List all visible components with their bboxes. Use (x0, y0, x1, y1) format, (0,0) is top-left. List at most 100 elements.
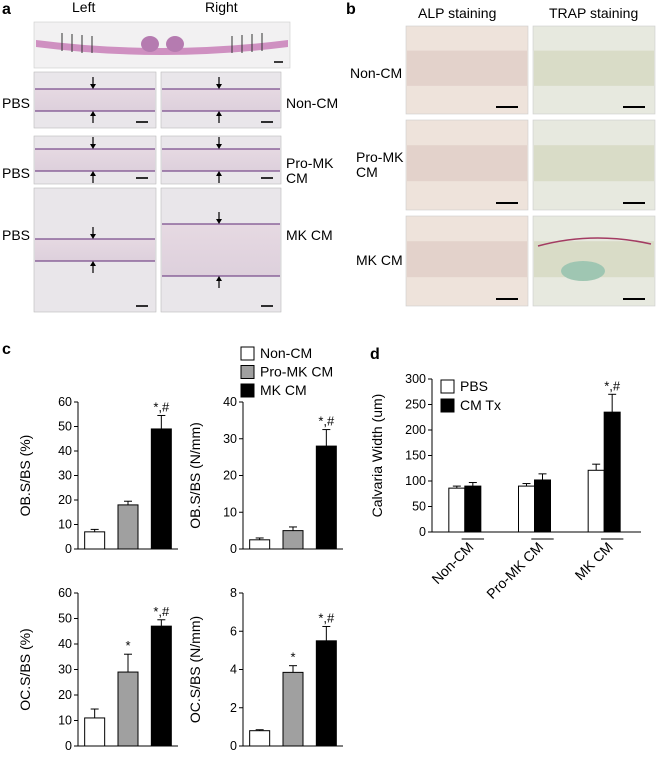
y-tick-label: 200 (405, 423, 426, 437)
y-tick-label: 10 (223, 505, 237, 519)
y-tick-label: 20 (58, 688, 72, 702)
bar-mk-cm (150, 428, 172, 550)
panel-a-letter: a (2, 1, 11, 18)
tissue-image-b-r2-alp (405, 119, 529, 211)
legend-d-swatch-1 (440, 398, 455, 413)
legend-d-swatch-0 (440, 379, 455, 394)
bar-mk-cm-cm-tx (603, 411, 621, 533)
chart-calvaria-width: 0 50 100 150 200 250 300 Calvaria Width (um) Non… (369, 372, 641, 602)
y-tick-label: 50 (58, 612, 72, 626)
y-tick-label: 30 (58, 469, 72, 483)
y-tick-label: 50 (412, 500, 426, 514)
bar-mk-cm-pbs (587, 469, 605, 533)
panel-a-row2-left-label: PBS (2, 165, 30, 181)
y-tick-label: 60 (58, 395, 72, 409)
bar-non-cm-cm-tx (464, 485, 482, 533)
y-tick-label: 40 (223, 395, 237, 409)
legend-c-swatch-2 (240, 383, 255, 398)
tissue-image-b-r1-alp (405, 25, 529, 115)
chart-oc-s-bs-n-mm: 0 2 4 6 8 OC.S/BS (N/mm) * *,# (187, 586, 343, 753)
bar-mk-cm (315, 445, 337, 550)
tissue-image-b-r2-trap (532, 119, 656, 211)
panel-b-letter: b (346, 1, 356, 18)
y-tick-label: 20 (223, 469, 237, 483)
bar-pro-mk-cm (117, 671, 139, 747)
y-tick-label: 6 (230, 624, 237, 638)
tissue-image-b-r1-trap (532, 25, 656, 115)
y-tick-label: 2 (230, 701, 237, 715)
tissue-image-a-r2-right (160, 135, 282, 185)
y-tick-label: 10 (58, 714, 72, 728)
panel-b-col-2: TRAP staining (549, 5, 638, 21)
panel-d-letter: d (370, 346, 380, 363)
panel-a-row1-right-label: Non-CM (286, 95, 338, 111)
legend-c-label-1: Pro-MK CM (260, 364, 333, 380)
y-tick-label: 20 (58, 493, 72, 507)
y-tick-label: 0 (230, 542, 237, 556)
legend-c-label-2: MK CM (260, 382, 307, 398)
bar-non-cm-pbs (448, 487, 466, 533)
bar-non-cm (84, 531, 106, 550)
panel-a-row1-left-label: PBS (2, 95, 30, 111)
y-tick-label: 0 (65, 739, 72, 752)
bar-pro-mk-cm-pbs (518, 485, 535, 533)
y-axis-label: OC.S/BS (%) (17, 628, 33, 710)
significance-mark: *,# (318, 414, 335, 429)
panel-a-row3-right-label: MK CM (286, 227, 333, 243)
significance-mark: * (290, 650, 295, 665)
significance-mark: *,# (153, 604, 170, 619)
y-tick-label: 8 (230, 586, 237, 600)
significance-mark: *,# (604, 378, 621, 393)
y-tick-label: 100 (405, 474, 426, 488)
bar-pro-mk-cm (282, 671, 304, 747)
panel-a-row2-right-label: Pro-MK CM (286, 155, 334, 186)
significance-mark: * (125, 638, 130, 653)
tissue-image-a-r1-right (160, 71, 282, 129)
bar-non-cm (249, 539, 271, 550)
y-axis-label: Calvaria Width (um) (369, 394, 385, 518)
panel-a-row3-left-label: PBS (2, 227, 30, 243)
chart-ob-s-bs-percent: 0 10 20 30 40 50 60 OB.S/BS (%) *,# (17, 395, 178, 556)
chart-ob-s-bs-n-mm: 0 10 20 30 40 OB.S/BS (N/mm) *,# (187, 395, 343, 556)
y-tick-label: 40 (58, 444, 72, 458)
panel-a-col-left: Left (72, 0, 95, 15)
legend-c-swatch-0 (240, 346, 255, 361)
tissue-image-a-r3-left (33, 187, 157, 313)
y-tick-label: 40 (58, 637, 72, 651)
y-tick-label: 0 (419, 525, 426, 539)
y-tick-label: 250 (405, 398, 426, 412)
bar-non-cm (84, 717, 106, 747)
bar-mk-cm (315, 640, 337, 747)
tissue-image-a-r2-left (33, 135, 157, 185)
y-axis-label: OC.S/BS (N/mm) (187, 616, 203, 723)
bar-non-cm (249, 730, 271, 747)
legend-c-swatch-1 (240, 365, 255, 379)
y-tick-label: 10 (58, 518, 72, 532)
y-tick-label: 4 (230, 663, 237, 677)
legend-d-label-0: PBS (460, 378, 488, 394)
y-tick-label: 50 (58, 420, 72, 434)
panel-a-col-right: Right (205, 0, 238, 15)
y-tick-label: 30 (58, 663, 72, 677)
y-axis-label: OB.S/BS (N/mm) (187, 422, 203, 529)
y-tick-label: 150 (405, 449, 426, 463)
panel-b-row3-label: MK CM (356, 252, 403, 268)
y-tick-label: 300 (405, 372, 426, 386)
significance-mark: *,# (153, 399, 170, 414)
y-tick-label: 0 (230, 739, 237, 752)
y-axis-label: OB.S/BS (%) (17, 435, 33, 517)
legend-c-label-0: Non-CM (260, 345, 312, 361)
panel-c-letter: c (2, 341, 11, 358)
y-tick-label: 0 (65, 542, 72, 556)
legend-d-label-1: CM Tx (460, 397, 501, 413)
x-tick-label: Pro-MK CM (483, 539, 546, 602)
bar-pro-mk-cm (117, 504, 139, 550)
x-tick-label: MK CM (572, 539, 616, 583)
panel-b-row1-label: Non-CM (350, 65, 402, 81)
panel-b-col-1: ALP staining (418, 5, 496, 21)
bar-pro-mk-cm-cm-tx (534, 479, 551, 533)
chart-oc-s-bs-percent: 0 10 20 30 40 50 60 OC.S/BS (%) * *,# (17, 586, 178, 753)
y-tick-label: 30 (223, 432, 237, 446)
panel-b-row2-label: Pro-MK CM (356, 149, 404, 180)
